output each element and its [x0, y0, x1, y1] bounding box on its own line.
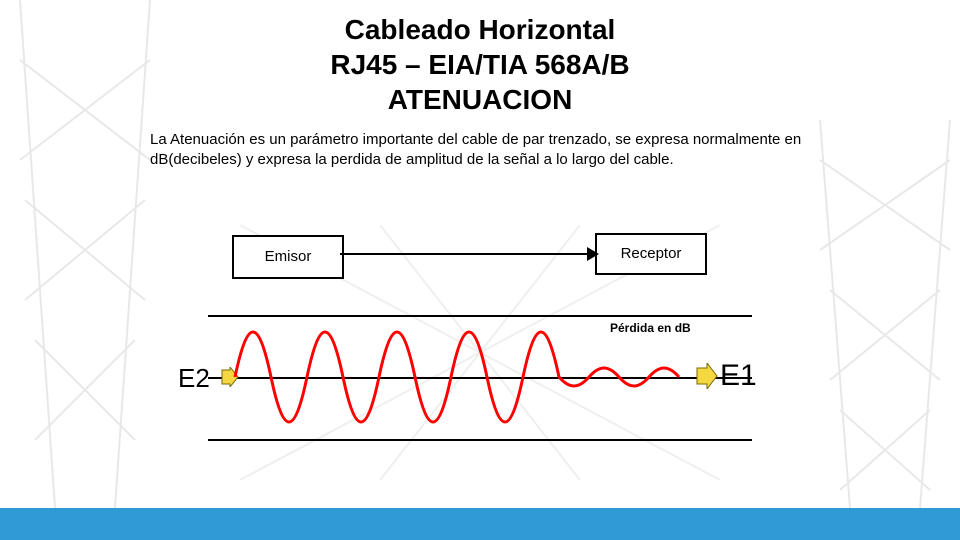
attenuation-diagram: Emisor Receptor Pérdida en dB E2 E1 — [180, 225, 780, 480]
wave-svg — [180, 225, 780, 480]
body-paragraph: La Atenuación es un parámetro importante… — [150, 130, 810, 171]
title-line-3: ATENUACION — [0, 82, 960, 117]
title-line-2: RJ45 – EIA/TIA 568A/B — [0, 47, 960, 82]
footer-bar — [0, 508, 960, 540]
slide: Cableado Horizontal RJ45 – EIA/TIA 568A/… — [0, 0, 960, 540]
wave-path — [235, 332, 679, 422]
title-block: Cableado Horizontal RJ45 – EIA/TIA 568A/… — [0, 12, 960, 117]
title-line-1: Cableado Horizontal — [0, 12, 960, 47]
background-tower-right — [810, 120, 960, 508]
